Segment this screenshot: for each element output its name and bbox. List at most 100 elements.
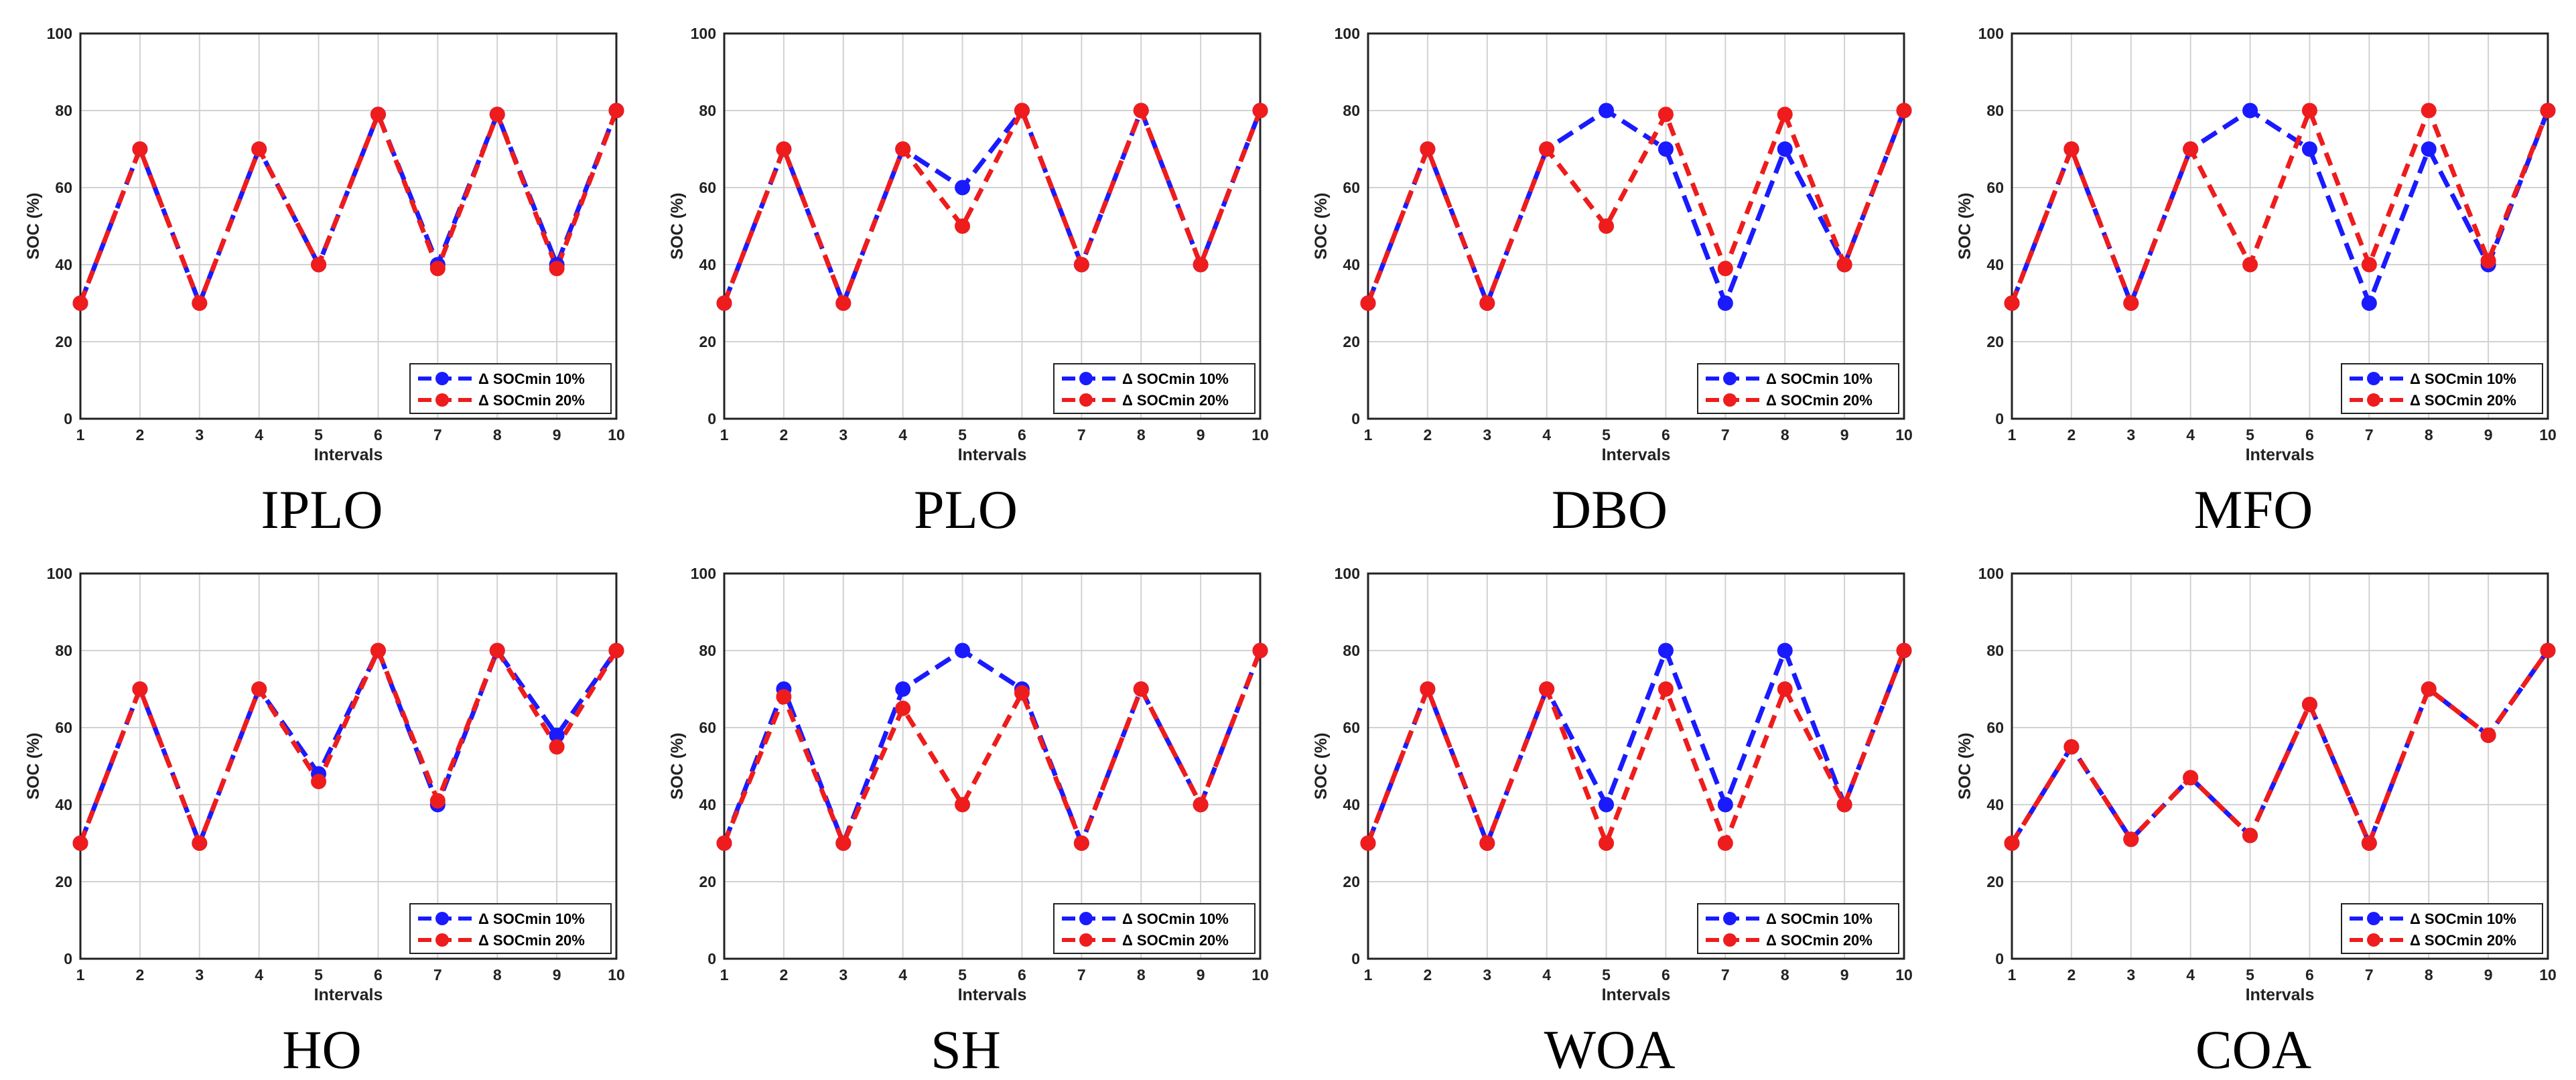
chart-panel-dbo: 1 2 3 4 5 6 7 8 9 10 0 20 40 60 80 100 Intervals SOC (%) Δ… bbox=[1288, 0, 1931, 540]
x-tick-label: 10 bbox=[1895, 426, 1913, 444]
legend-label-2: Δ SOCmin 20% bbox=[478, 932, 585, 949]
y-tick-label: 100 bbox=[691, 565, 716, 582]
data-point-series2 bbox=[895, 141, 911, 157]
x-tick-label: 1 bbox=[2008, 966, 2017, 984]
data-point-series2 bbox=[2421, 103, 2437, 119]
x-tick-label: 8 bbox=[1781, 966, 1789, 984]
x-axis-label: Intervals bbox=[1602, 986, 1671, 1004]
x-tick-label: 9 bbox=[2484, 426, 2493, 444]
x-tick-label: 7 bbox=[1077, 966, 1086, 984]
x-tick-label: 4 bbox=[255, 966, 263, 984]
y-axis-label: SOC (%) bbox=[1956, 193, 1974, 260]
series-line-2 bbox=[78, 109, 619, 306]
series-line-1 bbox=[722, 108, 1263, 306]
data-point-series2 bbox=[311, 774, 327, 789]
x-tick-label: 3 bbox=[2126, 426, 2135, 444]
y-tick-label: 80 bbox=[699, 642, 716, 659]
data-point-series2 bbox=[1360, 835, 1376, 851]
data-point-series2 bbox=[2004, 835, 2020, 851]
x-tick-label: 6 bbox=[2305, 966, 2314, 984]
x-tick-label: 4 bbox=[1542, 426, 1551, 444]
chart-panel-woa: 1 2 3 4 5 6 7 8 9 10 0 20 40 60 80 100 Intervals SOC (%) Δ… bbox=[1288, 540, 1931, 1080]
data-point-series2 bbox=[1657, 681, 1674, 697]
data-point-series2 bbox=[2361, 257, 2377, 273]
data-point-series2 bbox=[1657, 107, 1674, 123]
data-point-series2 bbox=[2361, 835, 2377, 851]
data-point-series2 bbox=[1717, 261, 1733, 277]
data-point-series2 bbox=[2540, 643, 2556, 659]
y-tick-label: 20 bbox=[1986, 873, 2004, 890]
axes-frame bbox=[723, 32, 1262, 420]
x-tick-label: 5 bbox=[2246, 426, 2254, 444]
x-tick-label: 2 bbox=[779, 426, 788, 444]
data-point-series2 bbox=[132, 681, 148, 697]
y-tick-label: 0 bbox=[64, 410, 72, 427]
x-axis-label: Intervals bbox=[1602, 446, 1671, 464]
data-point-series1 bbox=[1777, 643, 1793, 659]
legend-label-2: Δ SOCmin 20% bbox=[2410, 932, 2516, 949]
x-tick-label: 9 bbox=[1197, 426, 1205, 444]
x-tick-label: 9 bbox=[1840, 966, 1849, 984]
axes-frame bbox=[79, 572, 618, 960]
x-tick-label: 1 bbox=[2008, 426, 2017, 444]
legend-label-2: Δ SOCmin 20% bbox=[478, 392, 585, 409]
data-point-series2 bbox=[1539, 141, 1555, 157]
y-tick-label: 20 bbox=[1986, 333, 2004, 350]
y-tick-label: 80 bbox=[699, 102, 716, 119]
legend-label-1: Δ SOCmin 10% bbox=[1766, 370, 1873, 387]
x-tick-label: 9 bbox=[553, 966, 561, 984]
data-point-series2 bbox=[1073, 257, 1089, 273]
legend-marker-1 bbox=[1723, 912, 1737, 925]
y-tick-label: 0 bbox=[64, 950, 72, 967]
x-tick-label: 10 bbox=[1895, 966, 1913, 984]
series-line-1 bbox=[78, 648, 618, 846]
legend-marker-2 bbox=[1723, 933, 1737, 947]
legend-marker-1 bbox=[2367, 912, 2380, 925]
x-tick-label: 3 bbox=[1483, 966, 1491, 984]
x-tick-label: 1 bbox=[1364, 966, 1373, 984]
plot-area bbox=[724, 33, 1260, 419]
y-axis-label: SOC (%) bbox=[1312, 193, 1331, 260]
x-tick-label: 9 bbox=[1840, 426, 1849, 444]
x-tick-label: 2 bbox=[1423, 966, 1432, 984]
series-line-1 bbox=[1365, 648, 1907, 846]
x-tick-label: 2 bbox=[2067, 426, 2076, 444]
x-tick-label: 2 bbox=[779, 966, 788, 984]
chart-panel-sh: 1 2 3 4 5 6 7 8 9 10 0 20 40 60 80 100 Intervals SOC (%) Δ… bbox=[644, 540, 1288, 1080]
data-point-series2 bbox=[2540, 103, 2556, 119]
x-tick-label: 9 bbox=[553, 426, 561, 444]
data-point-series2 bbox=[489, 107, 505, 123]
legend-label-2: Δ SOCmin 20% bbox=[1122, 392, 1229, 409]
x-tick-label: 3 bbox=[195, 426, 204, 444]
data-point-series2 bbox=[2301, 103, 2317, 119]
legend-label-2: Δ SOCmin 20% bbox=[1766, 392, 1873, 409]
y-tick-label: 100 bbox=[1335, 565, 1360, 582]
data-point-series1 bbox=[1599, 103, 1615, 119]
y-axis-label: SOC (%) bbox=[668, 193, 687, 260]
data-point-series2 bbox=[1014, 103, 1030, 119]
y-tick-label: 20 bbox=[699, 333, 716, 350]
x-tick-label: 7 bbox=[1077, 426, 1086, 444]
y-tick-label: 40 bbox=[1986, 256, 2004, 273]
legend-marker-1 bbox=[1079, 372, 1093, 385]
panel-caption: PLO bbox=[914, 479, 1018, 540]
axes-frame bbox=[1367, 32, 1905, 420]
legend-marker-1 bbox=[435, 912, 449, 925]
data-point-series1 bbox=[1657, 643, 1674, 659]
data-point-series2 bbox=[835, 835, 852, 851]
legend-label-1: Δ SOCmin 10% bbox=[478, 370, 585, 387]
data-point-series2 bbox=[2123, 295, 2139, 311]
legend-marker-2 bbox=[2367, 933, 2380, 947]
x-tick-label: 9 bbox=[2484, 966, 2493, 984]
legend-marker-1 bbox=[1079, 912, 1093, 925]
y-tick-label: 100 bbox=[47, 25, 72, 42]
x-tick-label: 7 bbox=[433, 966, 442, 984]
data-point-series2 bbox=[251, 681, 267, 697]
legend-label-1: Δ SOCmin 10% bbox=[2410, 910, 2516, 927]
data-point-series2 bbox=[1777, 681, 1793, 697]
legend-marker-2 bbox=[435, 933, 449, 947]
data-point-series2 bbox=[835, 295, 852, 311]
